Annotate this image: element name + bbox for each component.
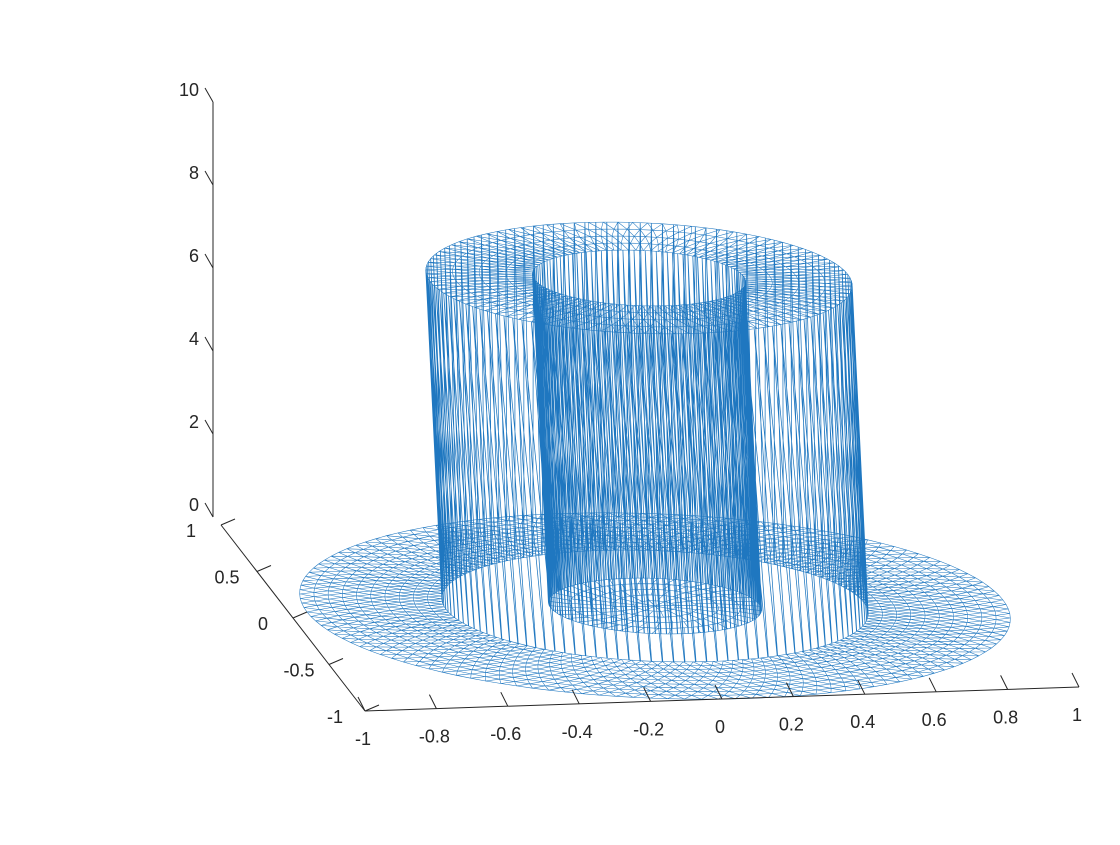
z-tick (204, 502, 214, 518)
y-tick (256, 565, 272, 572)
x-tick-label: 0.4 (850, 712, 875, 732)
x-tick-label: -0.6 (490, 724, 521, 744)
x-tick-label: 0.2 (779, 715, 804, 735)
z-tick (204, 170, 214, 186)
z-tick (204, 336, 214, 352)
z-tick (204, 253, 214, 269)
z-tick-label: 4 (189, 329, 199, 349)
mesh-triangles (299, 512, 1011, 700)
z-tick-label: 0 (189, 495, 199, 515)
y-tick (292, 611, 308, 619)
z-tick-label: 8 (189, 163, 199, 183)
x-tick-label: 0 (715, 717, 725, 737)
axes-layer: -1 -0.8 -0.6 -0.4 -0.2 0 0.2 0.4 0.6 0.8 1 -1 -0.5 0 0… (179, 80, 1082, 749)
x-tick-label: -0.8 (419, 727, 450, 747)
mesh-walls (425, 222, 869, 662)
y-tick-label: 0.5 (214, 568, 239, 588)
z-tick (204, 87, 214, 103)
y-tick (220, 518, 236, 526)
x-tick-label: 1 (1072, 705, 1082, 725)
y-tick-label: 0 (258, 614, 268, 634)
y-tick-label: -0.5 (283, 661, 314, 681)
x-tick-label: -1 (355, 729, 371, 749)
y-tick-label: 1 (186, 521, 196, 541)
mesh-layer (299, 221, 1011, 700)
x-tick (714, 684, 723, 700)
z-tick-label: 6 (189, 246, 199, 266)
x-tick (1000, 675, 1009, 690)
mesh-wall-edges (425, 222, 869, 662)
x-tick (571, 689, 580, 705)
x-tick-label: -0.4 (562, 722, 593, 742)
x-tick-label: 0.8 (993, 707, 1018, 727)
x-tick (428, 694, 437, 709)
x-tick (1071, 672, 1080, 688)
x-tick-label: 0.6 (922, 710, 947, 730)
x-tick (785, 682, 794, 697)
x-tick (357, 696, 366, 712)
z-tick (204, 419, 214, 435)
x-tick-label: -0.2 (633, 719, 664, 739)
z-tick-label: 10 (179, 80, 199, 100)
x-tick (643, 687, 652, 702)
y-tick-label: -1 (327, 707, 343, 727)
x-tick (928, 677, 937, 693)
y-tick (364, 704, 380, 712)
x-tick (500, 691, 509, 707)
y-tick (328, 658, 344, 665)
x-tick (857, 679, 866, 695)
z-tick-label: 2 (189, 412, 199, 432)
